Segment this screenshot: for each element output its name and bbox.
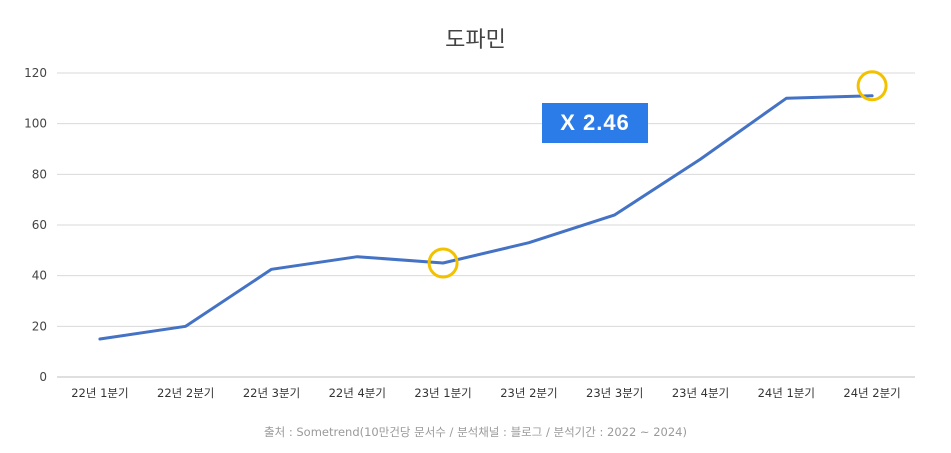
growth-multiplier-badge: X 2.46 (542, 103, 648, 143)
data-point (870, 94, 874, 98)
series-line (98, 94, 874, 341)
data-point (613, 213, 617, 217)
data-point (699, 157, 703, 161)
source-note: 출처 : Sometrend(10만건당 문서수 / 분석채널 : 블로그 / … (264, 425, 687, 439)
series-layer (98, 94, 874, 341)
x-tick-label: 22년 1분기 (71, 386, 128, 400)
x-tick-label: 23년 2분기 (500, 386, 557, 400)
data-point (355, 255, 359, 259)
highlight-layer (427, 70, 888, 279)
data-point (784, 96, 788, 100)
x-tick-label: 23년 4분기 (672, 386, 729, 400)
x-tick-label: 23년 1분기 (414, 386, 471, 400)
data-point (98, 337, 102, 341)
x-tick-label: 23년 3분기 (586, 386, 643, 400)
x-tick-label: 24년 1분기 (758, 386, 815, 400)
y-tick-label: 40 (32, 269, 47, 283)
y-tick-label: 60 (32, 218, 47, 232)
gridlines (57, 72, 915, 378)
y-tick-label: 120 (24, 66, 47, 80)
highlight-circle (856, 70, 888, 102)
x-tick-label: 22년 4분기 (329, 386, 386, 400)
chart-title: 도파민 (445, 28, 506, 53)
y-tick-label: 100 (24, 117, 47, 131)
y-tick-label: 0 (39, 370, 47, 384)
x-axis-ticks: 22년 1분기 22년 2분기 22년 3분기 22년 4분기 23년 1분기 23년 2… (71, 386, 901, 400)
x-tick-label: 22년 2분기 (157, 386, 214, 400)
y-tick-label: 20 (32, 319, 47, 333)
data-point (527, 241, 531, 245)
data-point (270, 267, 274, 271)
x-tick-label: 24년 2분기 (843, 386, 900, 400)
x-tick-label: 22년 3분기 (243, 386, 300, 400)
data-point (184, 324, 188, 328)
data-point (441, 261, 445, 265)
y-tick-label: 80 (32, 167, 47, 181)
y-axis-ticks: 0 20 40 60 80 100 120 (24, 66, 47, 384)
highlight-circle (427, 247, 459, 279)
